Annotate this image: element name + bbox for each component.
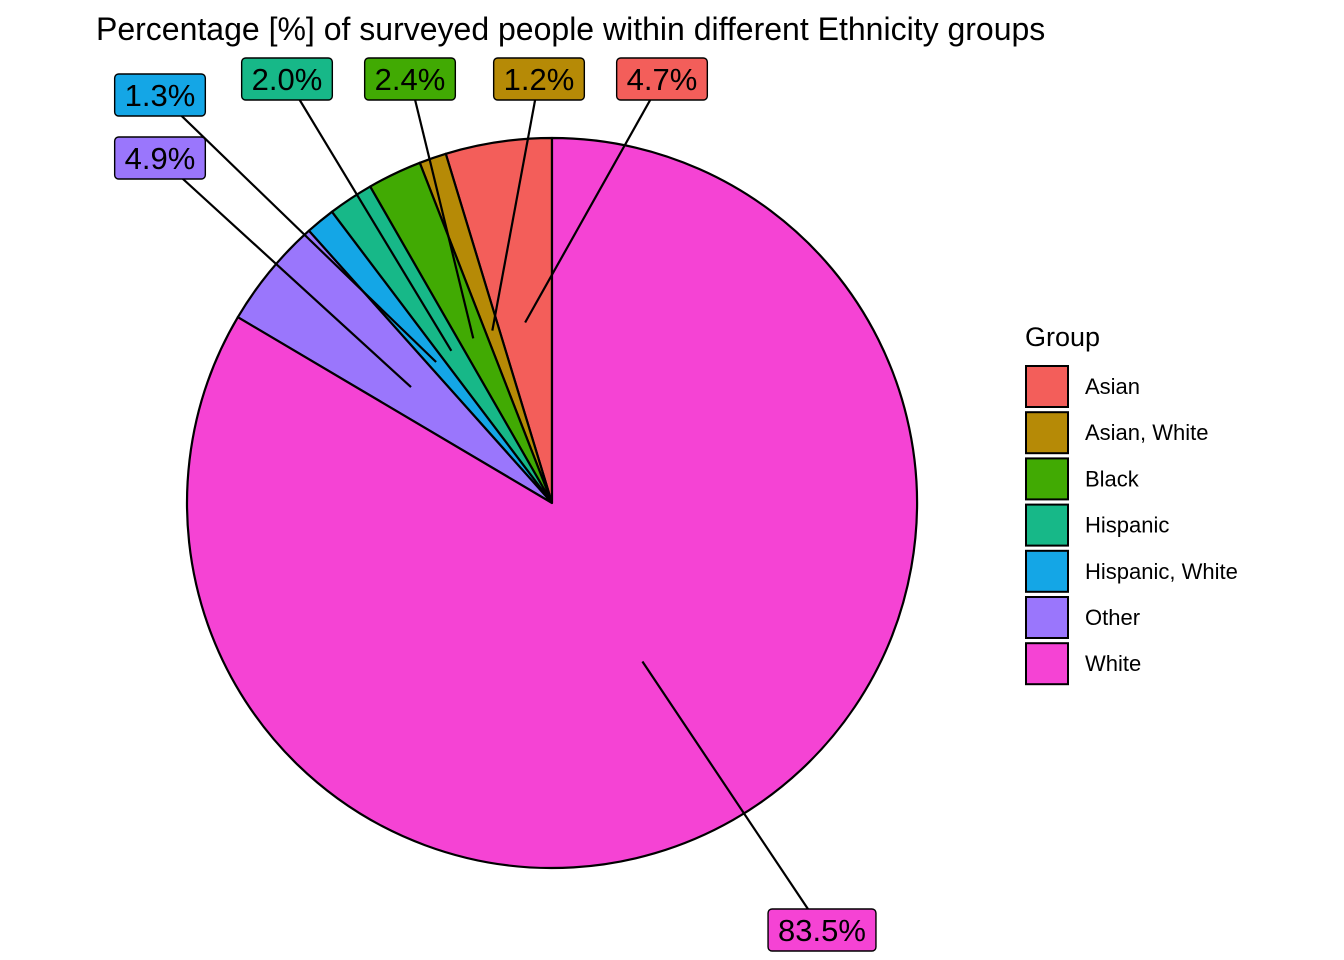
legend-key	[1025, 642, 1069, 686]
legend-item-asian-white: Asian, White	[1025, 411, 1209, 455]
slice-label-text: 2.4%	[375, 62, 446, 97]
legend-key	[1025, 596, 1069, 639]
slice-label-white: 83.5%	[767, 908, 877, 952]
pie-slices	[185, 136, 919, 870]
legend-label: White	[1085, 651, 1141, 676]
legend-item-hispanic: Hispanic	[1025, 503, 1169, 547]
legend-item-black: Black	[1025, 457, 1140, 501]
leader-line-black	[408, 78, 475, 339]
legend-label: Hispanic, White	[1085, 559, 1238, 584]
leader-line-other	[159, 157, 412, 388]
legend-label: Asian	[1085, 374, 1140, 399]
legend-key	[1025, 549, 1069, 593]
legend-label: Black	[1085, 466, 1140, 491]
legend-label: Hispanic	[1085, 513, 1169, 538]
slice-label-box	[240, 57, 334, 101]
slice-label-text: 1.3%	[125, 78, 196, 113]
slice-label-hispanic: 2.0%	[240, 57, 334, 101]
legend-key	[1025, 365, 1069, 408]
legend-label: Asian, White	[1085, 420, 1209, 445]
slice-label-text: 1.2%	[504, 62, 575, 97]
slice-label-box	[492, 57, 586, 101]
pie-slice-white	[185, 136, 919, 870]
legend-item-other: Other	[1025, 596, 1140, 639]
leader-line-asian-white	[491, 78, 541, 331]
legend: Group Asian Asian, White Black Hispanic Hisp…	[1025, 322, 1238, 686]
legend-key	[1025, 411, 1069, 455]
legend-key	[1025, 503, 1069, 547]
leader-line-white	[641, 660, 823, 931]
legend-item-hispanic-white: Hispanic, White	[1025, 549, 1238, 593]
slice-label-text: 2.0%	[252, 62, 323, 97]
chart-title: Percentage [%] of surveyed people within…	[96, 11, 1045, 47]
legend-label: Other	[1085, 605, 1140, 630]
legend-title: Group	[1025, 322, 1100, 352]
legend-key	[1025, 457, 1069, 501]
slice-label-asian-white: 1.2%	[492, 57, 586, 101]
legend-item-asian: Asian	[1025, 365, 1140, 408]
leader-line-hispanic	[286, 78, 453, 352]
label-leader-lines	[159, 78, 823, 931]
legend-item-white: White	[1025, 642, 1141, 686]
slice-label-text: 4.9%	[125, 141, 196, 176]
slice-labels: 4.7% 1.2% 2.4% 2.0% 1.3% 4.9% 83.5%	[113, 57, 877, 952]
slice-label-black: 2.4%	[363, 57, 457, 101]
legend-items: Asian Asian, White Black Hispanic Hispanic, …	[1025, 365, 1238, 686]
slice-label-box	[113, 73, 207, 117]
slice-label-other: 4.9%	[113, 136, 207, 180]
slice-label-hispanic-white: 1.3%	[113, 73, 207, 117]
slice-label-box	[363, 57, 457, 101]
slice-label-box	[767, 908, 877, 952]
slice-label-box	[615, 57, 709, 101]
slice-label-asian: 4.7%	[615, 57, 709, 101]
leader-line-asian	[524, 78, 663, 324]
leader-line-hispanic-white	[159, 94, 437, 363]
slice-label-text: 4.7%	[627, 62, 698, 97]
slice-label-text: 83.5%	[778, 913, 866, 948]
slice-label-box	[113, 136, 207, 180]
